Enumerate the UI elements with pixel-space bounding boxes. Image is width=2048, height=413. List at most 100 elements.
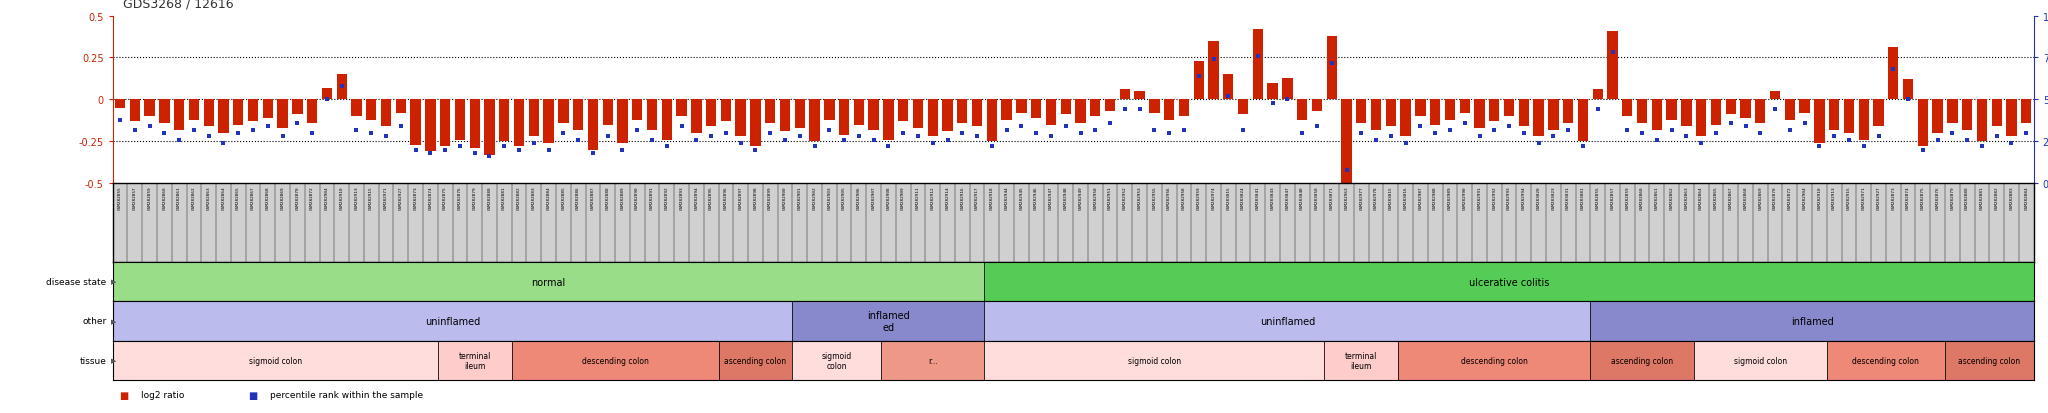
Point (1626, 130, 1659, 137)
Bar (662, 100, 672, 140)
Point (709, 130, 741, 137)
Text: GSM283024: GSM283024 (1241, 186, 1245, 210)
Point (651, 144, 684, 150)
Point (340, 127, 373, 133)
Text: GSM282865: GSM282865 (236, 186, 240, 210)
Text: GSM283050: GSM283050 (1315, 186, 1319, 210)
Bar (1622, 100, 1632, 117)
Text: r...: r... (928, 356, 938, 365)
Point (133, 123, 166, 130)
Bar (616, 100, 627, 144)
Text: GSM282869: GSM282869 (281, 186, 285, 210)
Text: GSM282913: GSM282913 (1833, 186, 1837, 210)
Text: GSM282950: GSM282950 (1094, 186, 1098, 210)
Point (1198, 57, 1231, 63)
Bar (1829, 100, 1839, 130)
Bar (145, 100, 156, 117)
Bar (1356, 100, 1366, 123)
Text: GSM282859: GSM282859 (1626, 186, 1630, 210)
Bar (942, 100, 952, 132)
Text: GSM282857: GSM282857 (1610, 186, 1614, 210)
Bar (395, 100, 406, 114)
Text: GSM282876: GSM282876 (1935, 186, 1939, 210)
Point (635, 137, 668, 144)
Bar (1386, 100, 1397, 127)
Text: GSM283031: GSM283031 (1567, 186, 1571, 210)
Text: ▶: ▶ (111, 279, 117, 285)
Bar (367, 100, 377, 120)
Bar (1401, 100, 1411, 137)
Text: GSM282948: GSM282948 (1063, 186, 1067, 210)
Point (784, 134, 817, 140)
Bar (840, 100, 850, 135)
Bar (1534, 100, 1544, 137)
Text: GSM282910: GSM282910 (340, 186, 344, 210)
Bar (440, 100, 451, 147)
Point (459, 150, 492, 157)
Point (1360, 137, 1393, 144)
Bar (1696, 100, 1706, 137)
Text: GSM282874: GSM282874 (428, 186, 432, 210)
Text: GSM282992: GSM282992 (1493, 186, 1497, 210)
Text: log2 ratio: log2 ratio (141, 390, 184, 399)
Text: tissue: tissue (80, 356, 106, 365)
Text: GSM282899: GSM282899 (768, 186, 772, 210)
Bar (1769, 92, 1780, 100)
Point (887, 130, 920, 137)
Bar (203, 100, 213, 127)
Point (799, 144, 831, 150)
Point (1020, 130, 1053, 137)
Text: GSM282855: GSM282855 (119, 186, 123, 210)
Bar (1475, 100, 1485, 128)
Text: ascending colon: ascending colon (725, 356, 786, 365)
Text: GSM282869: GSM282869 (1759, 186, 1761, 210)
Text: GSM282873: GSM282873 (414, 186, 418, 210)
Text: GSM283081: GSM283081 (1581, 186, 1585, 210)
Bar (676, 100, 686, 117)
Bar (276, 100, 289, 128)
Bar (1460, 100, 1470, 114)
Point (1686, 140, 1718, 147)
Bar (647, 100, 657, 130)
Point (932, 137, 965, 144)
Bar (160, 100, 170, 123)
Text: GSM282991: GSM282991 (1477, 186, 1481, 210)
Point (813, 127, 846, 133)
Bar (854, 100, 864, 125)
Bar (721, 100, 731, 122)
Point (915, 140, 948, 147)
Point (1405, 123, 1438, 130)
Point (1227, 127, 1260, 133)
Point (1567, 144, 1599, 150)
Text: GSM282872: GSM282872 (309, 186, 313, 210)
Text: other: other (82, 317, 106, 325)
Bar (129, 100, 139, 122)
Text: GSM282897: GSM282897 (739, 186, 743, 210)
Text: GSM282987: GSM282987 (1419, 186, 1423, 210)
Point (1774, 127, 1806, 133)
Text: terminal
ileum: terminal ileum (459, 351, 492, 370)
Point (1255, 100, 1288, 107)
Point (1034, 134, 1067, 140)
Point (1272, 97, 1305, 103)
Bar (293, 100, 303, 115)
Bar (1991, 100, 2001, 127)
Bar (219, 100, 229, 133)
Point (1182, 74, 1214, 80)
Point (666, 123, 698, 130)
Point (1862, 134, 1894, 140)
Text: ulcerative colitis: ulcerative colitis (1468, 277, 1548, 287)
Text: GSM282993: GSM282993 (1507, 186, 1511, 210)
Bar (1208, 42, 1219, 100)
Point (147, 130, 180, 137)
Text: GSM282989: GSM282989 (1448, 186, 1452, 210)
Text: GSM282884: GSM282884 (547, 186, 551, 210)
Bar (1253, 30, 1264, 100)
Bar (113, 262, 985, 301)
Bar (307, 100, 317, 123)
Text: ■: ■ (119, 390, 129, 400)
Bar (719, 341, 793, 380)
Text: GSM282882: GSM282882 (516, 186, 520, 210)
Point (1995, 140, 2028, 147)
Point (399, 147, 432, 154)
